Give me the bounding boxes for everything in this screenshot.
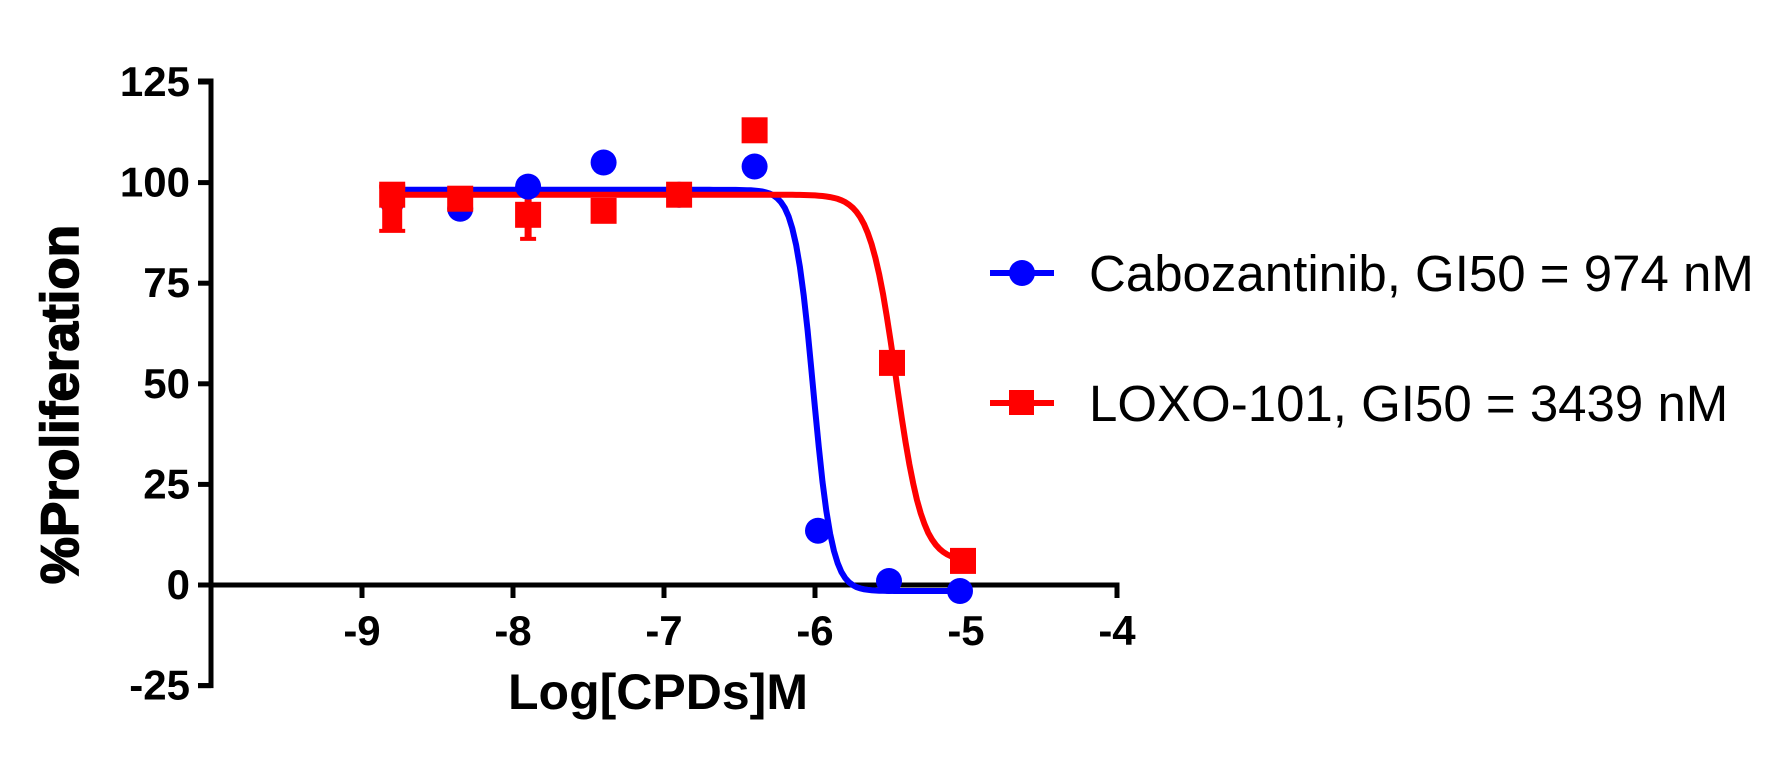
svg-text:-4: -4 xyxy=(1098,607,1136,654)
svg-text:0: 0 xyxy=(167,561,190,608)
svg-text:LOXO-101, GI50 = 3439 nM: LOXO-101, GI50 = 3439 nM xyxy=(1089,375,1728,432)
svg-text:%Proliferation: %Proliferation xyxy=(31,225,90,584)
svg-text:-5: -5 xyxy=(947,607,984,654)
svg-text:Log[CPDs]M: Log[CPDs]M xyxy=(508,664,808,720)
svg-text:-7: -7 xyxy=(645,607,682,654)
svg-text:-25: -25 xyxy=(129,662,190,709)
svg-text:-6: -6 xyxy=(796,607,833,654)
svg-text:100: 100 xyxy=(120,159,190,206)
svg-text:25: 25 xyxy=(143,460,190,507)
svg-text:50: 50 xyxy=(143,360,190,407)
svg-text:-8: -8 xyxy=(494,607,531,654)
svg-text:75: 75 xyxy=(143,259,190,306)
svg-text:125: 125 xyxy=(120,58,190,105)
svg-text:-9: -9 xyxy=(343,607,380,654)
svg-text:Cabozantinib, GI50 = 974 nM: Cabozantinib, GI50 = 974 nM xyxy=(1089,245,1754,302)
